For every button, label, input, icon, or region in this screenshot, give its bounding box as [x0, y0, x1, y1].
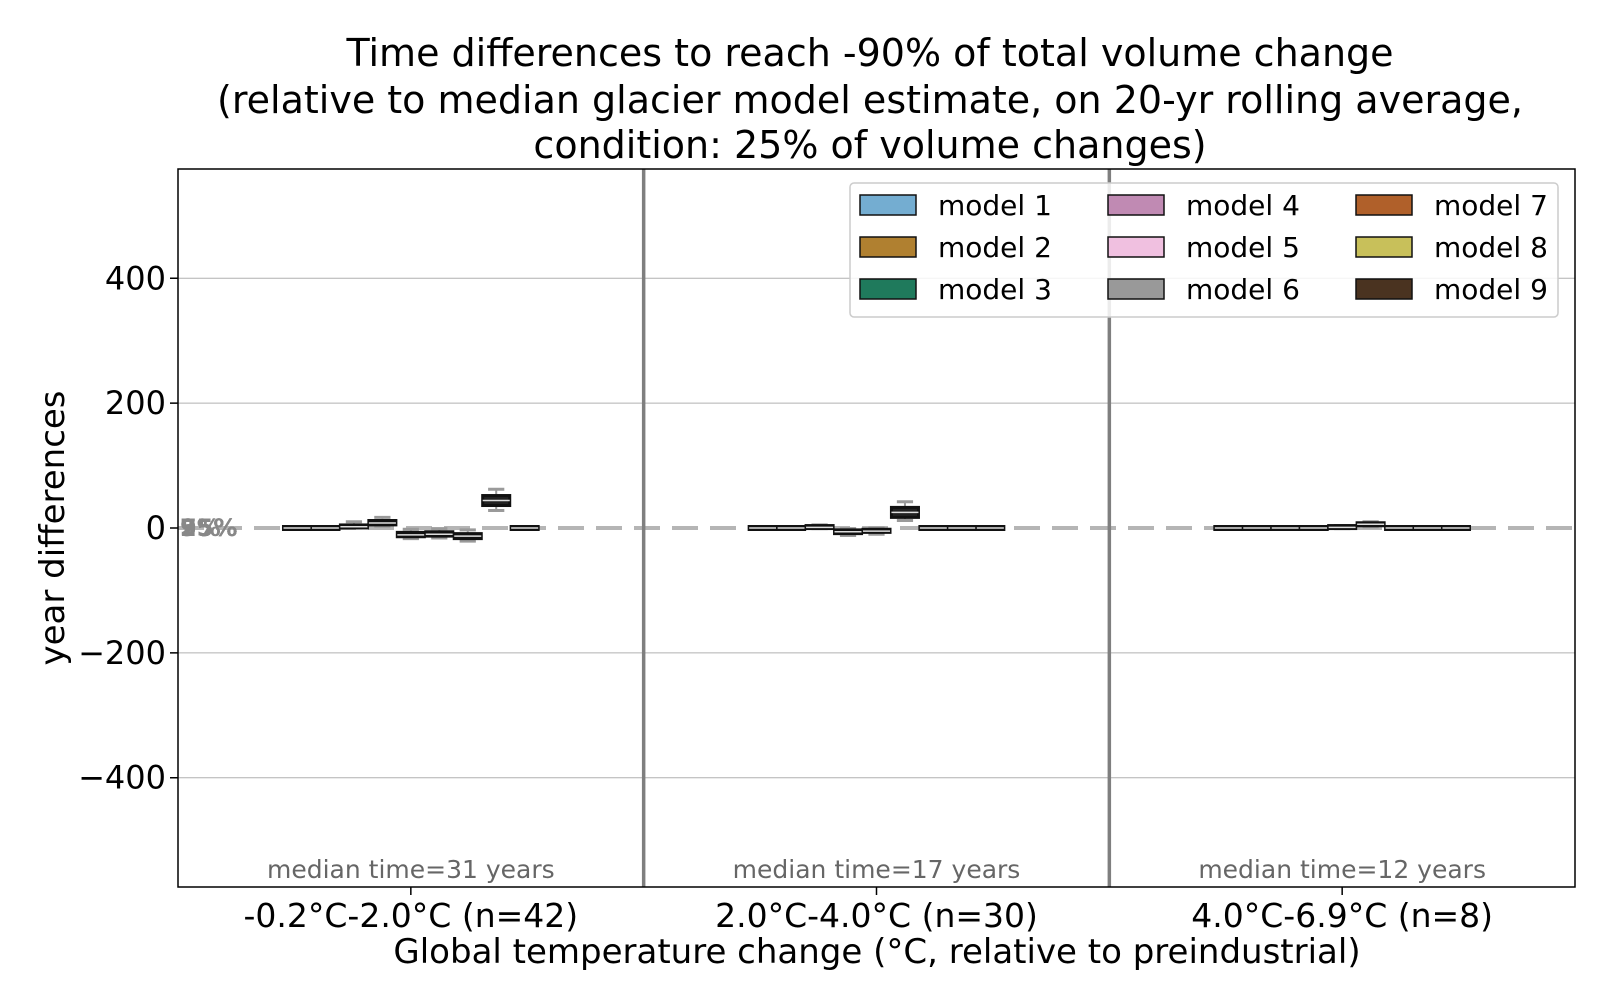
title-line-1: Time differences to reach -90% of total …	[345, 31, 1393, 75]
legend: model 1 model 2 model 3 model 4 model 5 model…	[849, 182, 1559, 318]
legend-label: model 5	[1186, 231, 1300, 264]
legend-label: model 7	[1434, 189, 1548, 222]
box-model-9	[975, 525, 1006, 531]
box-plots	[281, 487, 1472, 543]
box-model-2	[310, 525, 341, 531]
legend-swatch	[1107, 278, 1165, 300]
percentile-labels: 5%25%75%95%	[180, 514, 237, 542]
legend-item: model 7	[1355, 189, 1548, 222]
group-labels: median time=31 years -0.2°C-2.0°C (n=42) m…	[243, 855, 1493, 935]
legend-item: model 2	[859, 231, 1052, 264]
percentile-label: 25%	[180, 514, 237, 542]
legend-item: model 1	[859, 189, 1052, 222]
box-model-1	[747, 525, 778, 531]
percentile-label: 75%	[180, 514, 237, 542]
median-time-label: median time=12 years	[1198, 855, 1486, 884]
box-model-4	[1298, 525, 1329, 531]
legend-swatch	[1355, 194, 1413, 216]
y-tick-labels: 400 200 0 −200 −400	[78, 259, 178, 797]
box-model-8	[1412, 525, 1443, 531]
box-model-4	[367, 515, 398, 528]
legend-label: model 9	[1434, 273, 1548, 306]
title-line-3: condition: 25% of volume changes)	[533, 123, 1206, 167]
x-tick-label: 2.0°C-4.0°C (n=30)	[715, 896, 1038, 935]
median-time-label: median time=31 years	[267, 855, 555, 884]
box-model-3	[338, 520, 369, 530]
box-model-5	[395, 527, 426, 541]
box-model-7	[452, 528, 483, 543]
legend-item: model 6	[1107, 273, 1300, 306]
box-model-8	[481, 487, 512, 513]
legend-label: model 2	[938, 231, 1052, 264]
box-model-3	[804, 523, 835, 531]
y-tick-label: −400	[78, 759, 166, 797]
legend-item: model 8	[1355, 231, 1548, 264]
box-model-4	[833, 527, 864, 537]
y-tick-label: 400	[105, 259, 166, 297]
legend-label: model 4	[1186, 189, 1300, 222]
y-axis-title: year differences	[33, 390, 73, 665]
legend-swatch	[859, 194, 917, 216]
box-model-9	[1440, 525, 1472, 531]
median-time-label: median time=17 years	[733, 855, 1021, 884]
box-model-9	[509, 525, 540, 531]
x-tick-label: -0.2°C-2.0°C (n=42)	[243, 896, 578, 935]
box-model-2	[1241, 525, 1272, 531]
percentile-label: 5%	[180, 514, 221, 542]
legend-label: model 1	[938, 189, 1052, 222]
x-axis-title: Global temperature change (°C, relative …	[393, 932, 1360, 972]
box-model-6	[424, 527, 455, 540]
box-model-6	[889, 500, 920, 523]
legend-item: model 4	[1107, 189, 1300, 222]
x-tick-label: 4.0°C-6.9°C (n=8)	[1191, 896, 1493, 935]
legend-swatch	[859, 278, 917, 300]
legend-swatch	[1355, 236, 1413, 258]
box-model-1	[281, 525, 313, 531]
y-tick-label: −200	[78, 634, 166, 672]
box-model-5	[861, 526, 892, 536]
legend-swatch	[859, 236, 917, 258]
legend-swatch	[1107, 236, 1165, 258]
legend-label: model 3	[938, 273, 1052, 306]
y-tick-label: 0	[146, 509, 166, 547]
legend-label: model 8	[1434, 231, 1548, 264]
legend-item: model 3	[859, 273, 1052, 306]
legend-label: model 6	[1186, 273, 1300, 306]
legend-swatch	[1355, 278, 1413, 300]
legend-item: model 9	[1355, 273, 1548, 306]
box-model-3	[1270, 525, 1301, 531]
box-model-5	[1327, 524, 1358, 531]
chart-title: Time differences to reach -90% of total …	[217, 31, 1523, 167]
box-model-7	[918, 525, 949, 531]
box-model-7	[1384, 525, 1415, 531]
percentile-label: 95%	[180, 514, 237, 542]
box-model-6	[1355, 520, 1386, 529]
box-model-8	[946, 525, 977, 531]
box-model-1	[1213, 525, 1244, 531]
box-model-2	[776, 525, 807, 531]
y-tick-label: 200	[105, 384, 166, 422]
legend-item: model 5	[1107, 231, 1300, 264]
title-line-2: (relative to median glacier model estima…	[217, 78, 1523, 122]
legend-swatch	[1107, 194, 1165, 216]
